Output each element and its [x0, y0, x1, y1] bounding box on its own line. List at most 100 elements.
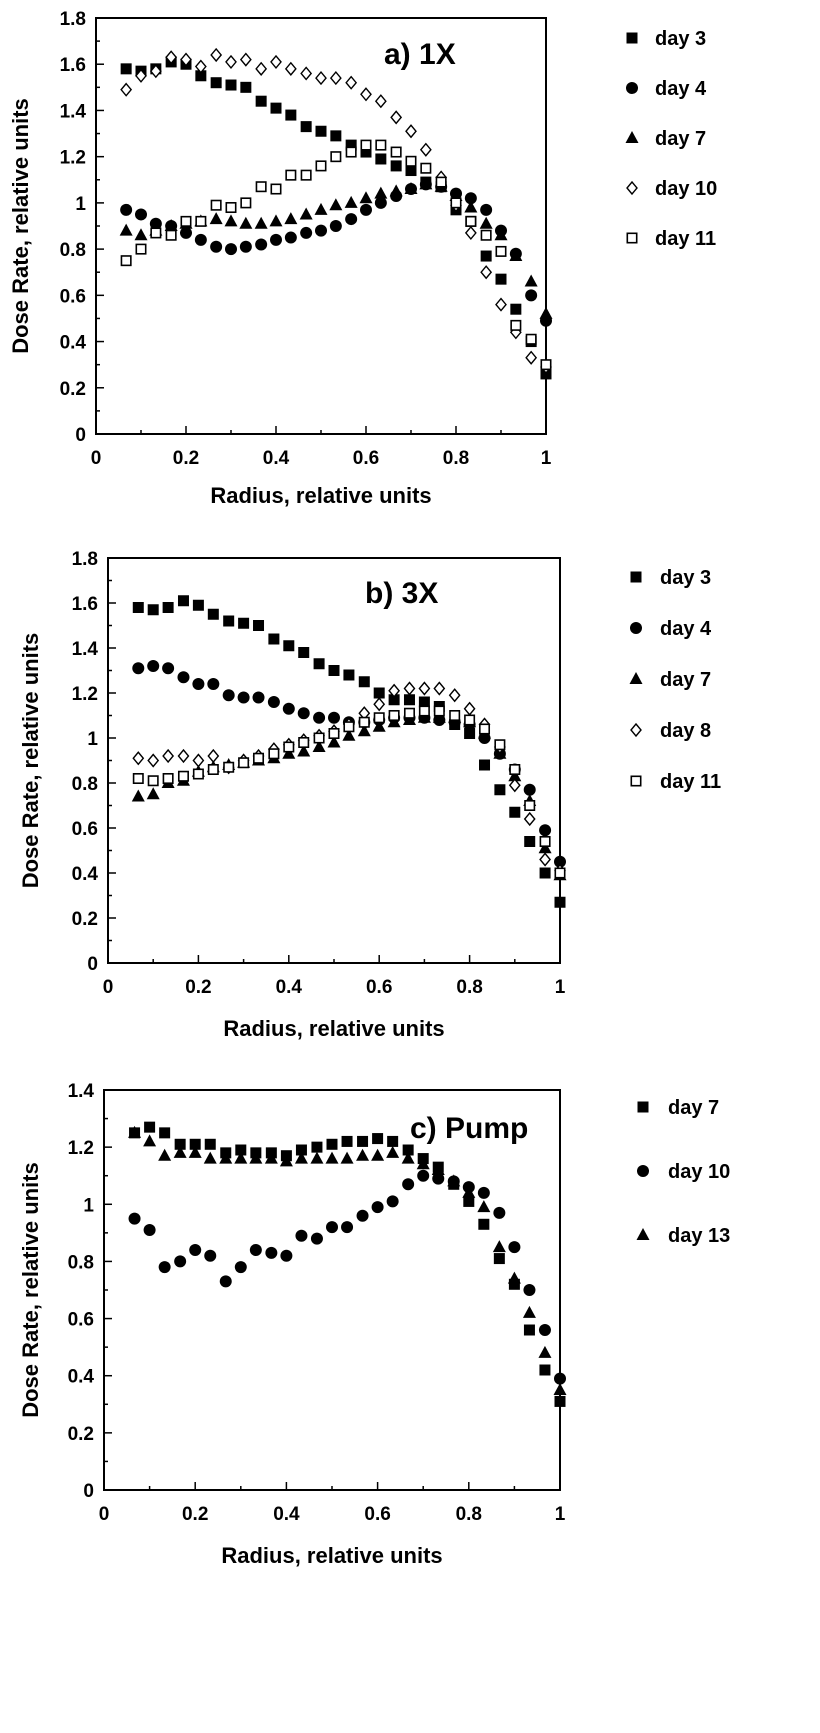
data-point	[192, 678, 205, 690]
legend-marker	[626, 232, 638, 244]
data-point	[480, 229, 492, 241]
legend-marker	[630, 775, 642, 787]
data-point	[449, 709, 461, 721]
series-day-10	[120, 47, 552, 375]
legend-label: day 10	[655, 178, 717, 200]
data-point	[523, 1284, 536, 1296]
data-point	[371, 1148, 385, 1161]
data-point	[255, 238, 268, 251]
data-point	[311, 1141, 323, 1153]
data-point	[327, 735, 341, 748]
x-tick-label: 1	[555, 1504, 566, 1525]
data-point	[159, 1127, 171, 1139]
data-point	[128, 1212, 141, 1225]
data-point	[223, 761, 235, 773]
data-point	[267, 696, 280, 708]
series-day-7	[129, 1121, 566, 1407]
data-point	[405, 165, 417, 177]
y-tick-label: 0.2	[72, 909, 98, 930]
data-point	[252, 691, 265, 704]
data-point	[420, 162, 432, 174]
legend-label: day 10	[668, 1161, 730, 1183]
data-point	[207, 608, 219, 620]
data-point	[162, 748, 175, 764]
data-point	[219, 1151, 233, 1164]
y-tick-label: 0.2	[60, 379, 86, 400]
data-point	[158, 1148, 172, 1161]
data-point	[180, 226, 192, 239]
data-point	[524, 799, 536, 811]
y-axis-title: Dose Rate, relative units	[18, 633, 43, 889]
data-point	[253, 620, 265, 631]
data-point	[524, 274, 538, 287]
series-day-13	[128, 1125, 567, 1395]
data-point	[162, 602, 174, 613]
data-point	[295, 1144, 307, 1156]
data-point	[388, 694, 400, 706]
y-tick-label: 0.8	[60, 240, 86, 261]
data-point	[285, 109, 297, 121]
data-point	[554, 1372, 566, 1385]
data-point	[433, 681, 446, 696]
legend-label: day 3	[655, 28, 706, 50]
data-point	[312, 740, 326, 752]
data-point	[402, 713, 416, 725]
y-tick-label: 0.8	[72, 774, 98, 795]
data-point	[120, 63, 132, 75]
data-point	[203, 1151, 217, 1164]
data-point	[235, 1144, 247, 1156]
series-day-11	[120, 139, 552, 371]
data-point	[375, 153, 387, 165]
data-point	[405, 124, 417, 139]
data-point	[342, 728, 356, 741]
data-point	[538, 1324, 551, 1336]
data-point	[525, 289, 538, 302]
y-tick-label: 0	[75, 425, 86, 446]
data-point	[146, 787, 160, 800]
data-point	[192, 753, 205, 768]
data-point	[298, 647, 310, 658]
y-tick-label: 1	[75, 194, 86, 215]
panel-title: b) 3X	[365, 577, 438, 610]
data-point	[538, 841, 552, 854]
legend-marker	[626, 180, 638, 196]
data-point	[134, 228, 148, 241]
data-point	[315, 125, 327, 137]
data-point	[234, 1261, 247, 1274]
data-point	[174, 1138, 186, 1150]
legend-marker	[626, 82, 638, 94]
data-point	[539, 867, 551, 879]
data-point	[315, 160, 327, 172]
data-point	[264, 1151, 278, 1164]
data-point	[418, 705, 430, 717]
data-point	[222, 689, 235, 702]
legend-marker	[636, 1228, 650, 1240]
x-axis-title: Radius, relative units	[210, 483, 431, 508]
data-point	[345, 146, 357, 158]
data-point	[239, 240, 252, 253]
data-point	[270, 183, 282, 195]
panel-2: 0 0.2 0.4 0.6 0.8 1 1.2 1.4 1.6 1.8 0 0.2 0.4 0.6 0.8 1…	[18, 549, 721, 1041]
data-point	[479, 759, 491, 771]
data-point	[360, 139, 372, 151]
data-point	[330, 130, 342, 142]
data-point	[508, 1241, 521, 1254]
data-point	[269, 214, 283, 227]
data-point	[164, 219, 178, 231]
data-point	[210, 77, 222, 89]
data-point	[207, 763, 219, 775]
data-point	[416, 1157, 430, 1170]
data-point	[177, 595, 189, 607]
data-point	[144, 1121, 156, 1133]
data-point	[431, 1163, 445, 1175]
data-point	[188, 1145, 202, 1158]
data-point	[450, 197, 462, 209]
x-tick-label: 0	[91, 448, 102, 469]
data-point	[237, 691, 250, 704]
data-point	[143, 1134, 157, 1147]
data-point	[189, 1244, 202, 1256]
data-point	[120, 82, 133, 97]
data-point	[120, 255, 132, 267]
data-point	[128, 1125, 142, 1138]
data-point	[358, 716, 370, 728]
